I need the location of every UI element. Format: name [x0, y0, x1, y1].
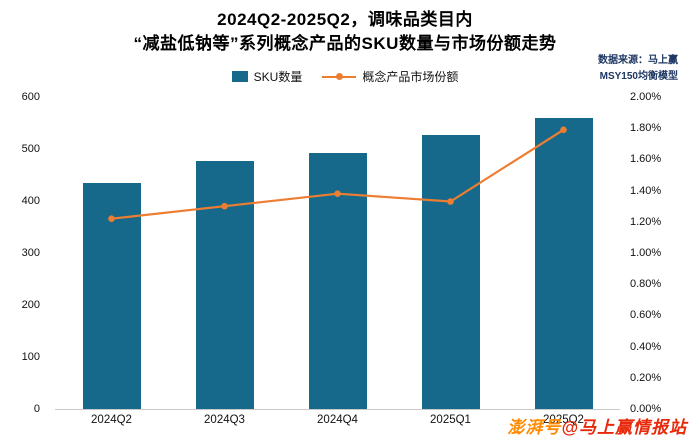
legend-bar-label: SKU数量 — [253, 70, 303, 84]
line-marker — [447, 198, 454, 205]
right-axis-tick: 1.60% — [630, 153, 662, 166]
left-axis-tick: 600 — [21, 91, 40, 103]
right-axis-tick: 0.20% — [630, 371, 662, 384]
legend-item-share: 概念产品市场份额 — [322, 68, 458, 85]
plot-area — [55, 97, 620, 410]
chart-title: 2024Q2-2025Q2，调味品类目内 “减盐低钠等”系列概念产品的SKU数量… — [0, 8, 690, 56]
line-marker — [221, 202, 228, 210]
x-axis-labels: 2024Q2 2024Q3 2024Q4 2025Q1 2025Q2 — [55, 414, 620, 426]
bar-2025Q2 — [534, 117, 593, 409]
right-axis-tick: 0.80% — [630, 278, 662, 291]
bar-2024Q3 — [195, 161, 254, 409]
right-axis-tick: 0.40% — [630, 340, 662, 353]
x-axis-label: 2025Q2 — [543, 414, 584, 426]
market-share-line — [108, 126, 567, 222]
line-swatch-icon — [322, 73, 357, 80]
line-marker — [334, 190, 341, 197]
watermark-platform: 澎湃号 — [507, 418, 562, 437]
left-axis-tick: 200 — [21, 299, 40, 311]
x-axis-label: 2024Q2 — [91, 414, 132, 426]
left-axis-tick: 0 — [33, 403, 40, 415]
chart-title-line2: “减盐低钠等”系列概念产品的SKU数量与市场份额走势 — [133, 33, 557, 53]
data-source-note: 数据来源：马上赢 MSY150均衡模型 — [598, 53, 678, 85]
right-axis-tick: 1.40% — [630, 184, 662, 197]
watermark-account: @马上赢情报站 — [561, 418, 687, 437]
data-source-line2: MSY150均衡模型 — [599, 71, 678, 82]
left-axis-labels: 600 500 400 300 200 100 0 — [0, 91, 48, 415]
x-axis-label: 2025Q1 — [430, 414, 471, 426]
line-marker — [560, 126, 567, 134]
right-axis-tick: 1.80% — [630, 122, 662, 135]
legend-line-label: 概念产品市场份额 — [362, 70, 459, 84]
legend-item-sku: SKU数量 — [231, 68, 303, 85]
bar-2025Q1 — [421, 135, 480, 409]
right-axis-tick: 2.00% — [630, 91, 662, 103]
left-axis-tick: 500 — [21, 143, 40, 155]
bar-swatch-icon — [231, 71, 248, 82]
left-axis-tick: 100 — [21, 351, 40, 363]
chart-area: 600 500 400 300 200 100 0 2.00% 1.80% 1.60% 1.40%… — [0, 91, 690, 415]
x-axis-label: 2024Q3 — [204, 414, 245, 426]
x-axis-label: 2024Q4 — [317, 414, 358, 426]
left-axis-tick: 400 — [21, 195, 40, 207]
line-marker — [108, 215, 115, 222]
data-source-line1: 数据来源：马上赢 — [598, 55, 678, 66]
right-axis-labels: 2.00% 1.80% 1.60% 1.40% 1.20% 1.00% 0.80% 0.60%… — [626, 91, 686, 415]
right-axis-tick: 0.00% — [630, 403, 662, 415]
watermark: 澎湃号@马上赢情报站 — [507, 413, 687, 438]
right-axis-tick: 1.20% — [630, 215, 662, 228]
left-axis-tick: 300 — [21, 247, 40, 259]
chart-title-line1: 2024Q2-2025Q2，调味品类目内 — [217, 10, 473, 29]
legend: SKU数量 概念产品市场份额 — [0, 68, 690, 85]
right-axis-tick: 1.00% — [630, 247, 662, 259]
right-axis-tick: 0.60% — [630, 309, 662, 322]
